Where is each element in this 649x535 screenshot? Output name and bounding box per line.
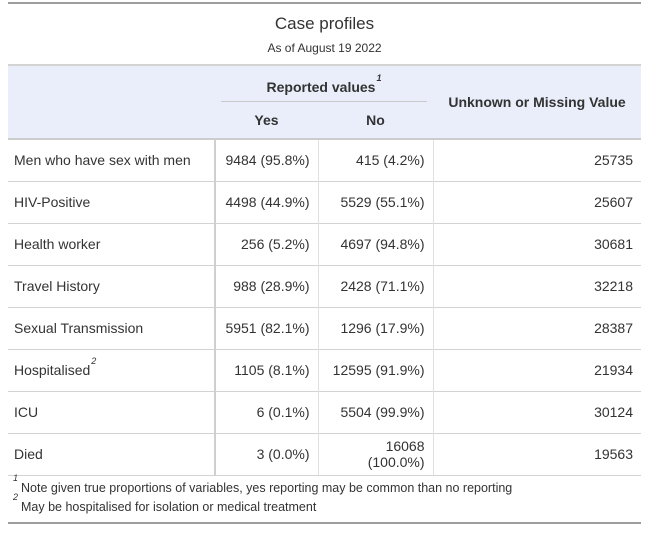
table-heading: Case profiles As of August 19 2022	[8, 4, 641, 66]
page-title: Case profiles	[274, 14, 375, 33]
cell-unknown: 32218	[433, 264, 642, 307]
cell-no: 5529 (55.1%)	[318, 180, 434, 223]
cell-unknown: 30124	[433, 390, 642, 433]
cell-no: 415 (4.2%)	[318, 139, 434, 181]
cell-no: 4697 (94.8%)	[318, 222, 434, 265]
cell-yes: 9484 (95.8%)	[215, 139, 319, 181]
cell-yes: 4498 (44.9%)	[215, 180, 319, 223]
stub-header-spacer	[8, 102, 215, 139]
cell-unknown: 25607	[433, 180, 642, 223]
table-body: Men who have sex with men 9484 (95.8%) 4…	[8, 139, 642, 476]
table-footnotes: 1Note given true proportions of variable…	[8, 474, 641, 522]
table-header: Reported values1 Unknown or Missing Valu…	[8, 66, 642, 139]
cell-unknown: 30681	[433, 222, 642, 265]
column-header-no: No	[366, 112, 385, 128]
table-row: HIV-Positive 4498 (44.9%) 5529 (55.1%) 2…	[8, 180, 642, 223]
row-label: Hospitalised2	[8, 348, 216, 391]
footnote-1-mark: 1	[13, 473, 19, 484]
table-row: Men who have sex with men 9484 (95.8%) 4…	[8, 139, 641, 181]
table-row: Health worker 256 (5.2%) 4697 (94.8%) 30…	[8, 222, 642, 265]
table-row: Sexual Transmission 5951 (82.1%) 1296 (1…	[8, 306, 642, 349]
spanner-label: Reported values1	[266, 73, 382, 95]
footnote-mark-2: 2	[91, 356, 97, 367]
table-row: Travel History 988 (28.9%) 2428 (71.1%) …	[8, 264, 642, 307]
cell-yes: 988 (28.9%)	[215, 264, 319, 307]
footnote-mark-1: 1	[376, 73, 382, 84]
spanner-reported-values: Reported values1	[215, 66, 433, 102]
footnote-1: 1Note given true proportions of variable…	[12, 474, 637, 498]
cell-no: 5504 (99.9%)	[318, 390, 434, 433]
cell-yes: 1105 (8.1%)	[215, 348, 319, 391]
cell-unknown: 21934	[433, 348, 642, 391]
row-label: ICU	[8, 390, 216, 433]
table-row: ICU 6 (0.1%) 5504 (99.9%) 30124	[8, 390, 642, 433]
footnote-2-mark: 2	[13, 492, 19, 503]
stub-header	[8, 66, 215, 102]
cell-no: 2428 (71.1%)	[318, 264, 434, 307]
row-label: Men who have sex with men	[8, 139, 216, 181]
row-label: HIV-Positive	[8, 180, 216, 223]
cell-no: 16068 (100.0%)	[318, 432, 434, 476]
cell-yes: 6 (0.1%)	[215, 390, 319, 433]
row-label: Died	[8, 432, 216, 476]
column-header-unknown: Unknown or Missing Value	[448, 94, 626, 110]
spanner-underline	[221, 101, 428, 102]
row-label: Travel History	[8, 264, 216, 307]
cell-unknown: 19563	[433, 432, 642, 476]
cell-unknown: 25735	[594, 152, 634, 169]
footnote-2-text: May be hospitalised for isolation or med…	[21, 499, 317, 514]
cell-unknown: 28387	[433, 306, 642, 349]
cell-yes: 3 (0.0%)	[215, 432, 319, 476]
column-header-yes: Yes	[254, 112, 279, 128]
column-label-row: Yes No	[8, 102, 641, 139]
page-subtitle: As of August 19 2022	[267, 41, 382, 55]
spanner-row: Reported values1 Unknown or Missing Valu…	[8, 66, 641, 110]
cell-no: 12595 (91.9%)	[318, 348, 434, 391]
cell-yes: 5951 (82.1%)	[215, 306, 319, 349]
table-row: Hospitalised2 1105 (8.1%) 12595 (91.9%) …	[8, 348, 642, 391]
cell-yes: 256 (5.2%)	[215, 222, 319, 265]
row-label: Health worker	[8, 222, 216, 265]
cell-no: 1296 (17.9%)	[318, 306, 434, 349]
case-profiles-table: Case profiles As of August 19 2022 Repor…	[8, 2, 642, 524]
data-table: Reported values1 Unknown or Missing Valu…	[8, 66, 642, 476]
row-label: Sexual Transmission	[8, 306, 216, 349]
footnote-1-text: Note given true proportions of variables…	[21, 480, 513, 495]
footnote-2: 2May be hospitalised for isolation or me…	[12, 493, 637, 517]
table-row: Died 3 (0.0%) 16068 (100.0%) 19563	[8, 432, 642, 476]
